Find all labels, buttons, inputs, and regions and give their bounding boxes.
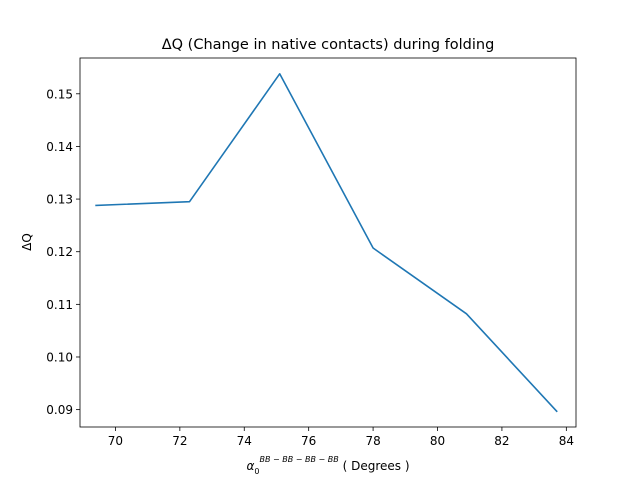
y-tick-label: 0.13 [46,193,73,207]
y-tick-label: 0.11 [46,298,73,312]
plot-frame [79,57,577,428]
x-tick-label: 84 [559,434,574,448]
x-tick-label: 82 [494,434,509,448]
chart-title: ΔQ (Change in native contacts) during fo… [162,37,495,53]
y-tick-label: 0.14 [46,140,73,154]
x-axis-label: α0BB − BB − BB − BB ( Degrees ) [246,455,409,476]
plot-area [79,57,577,428]
y-tick-label: 0.10 [46,350,73,364]
x-tick-label: 78 [365,434,380,448]
y-axis: 0.09 0.10 0.11 0.12 0.13 0.14 0.15 [46,87,80,417]
x-axis: 70 72 74 76 78 80 82 84 [108,427,574,448]
y-tick-label: 0.12 [46,245,73,259]
x-axis-label-suffix: ( Degrees ) [339,459,410,473]
y-tick-label: 0.15 [46,87,73,101]
x-axis-label-symbol: α [246,459,254,473]
series-line [95,72,558,413]
y-tick-label: 0.09 [46,403,73,417]
x-axis-label-subscript: 0 [254,467,259,476]
y-axis-label: ΔQ [20,233,34,251]
x-tick-label: 76 [301,434,316,448]
x-tick-label: 70 [108,434,123,448]
x-tick-label: 74 [237,434,252,448]
x-tick-label: 80 [430,434,445,448]
x-axis-label-superscript: BB − BB − BB − BB [260,455,339,464]
x-tick-label: 72 [172,434,187,448]
